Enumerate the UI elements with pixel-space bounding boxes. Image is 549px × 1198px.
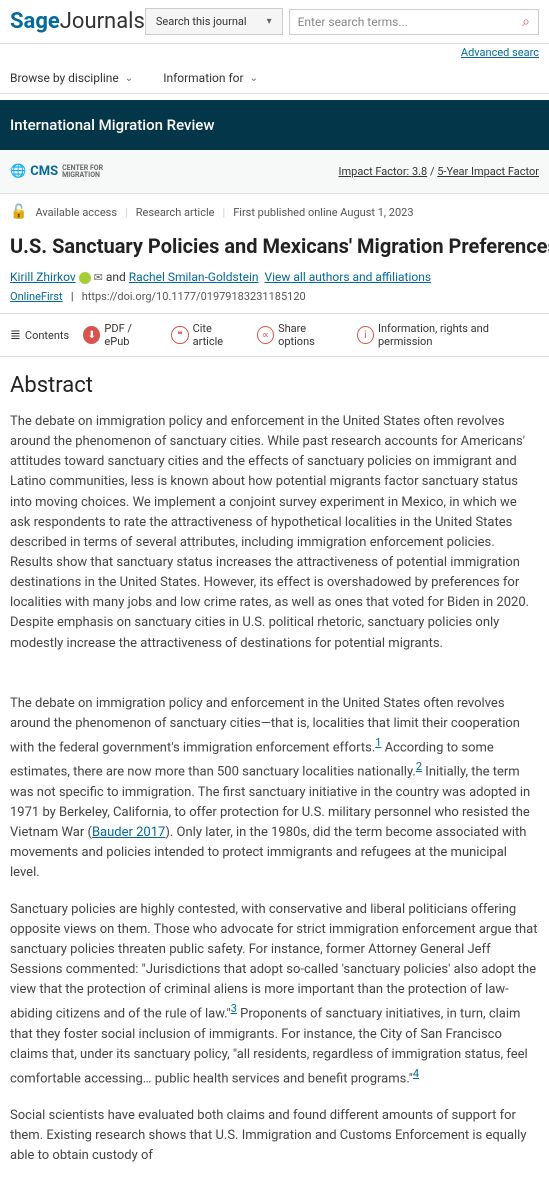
globe-icon: 🌐	[10, 164, 26, 179]
onlinefirst-link[interactable]: OnlineFirst	[10, 290, 63, 303]
mail-icon[interactable]: ✉	[94, 271, 103, 284]
download-icon: ⬇	[83, 326, 100, 344]
advanced-search-link[interactable]: Advanced searc	[461, 46, 539, 59]
cite-button[interactable]: ❝ Cite article	[171, 322, 242, 348]
search-placeholder: Enter search terms...	[298, 15, 408, 29]
search-scope-label: Search this journal	[156, 15, 247, 28]
pub-date: First published online August 1, 2023	[233, 206, 413, 219]
pdf-button[interactable]: ⬇ PDF / ePub	[83, 322, 157, 348]
nav-browse[interactable]: Browse by discipline ⌄	[10, 71, 133, 85]
impact-factor: Impact Factor: 3.8 / 5-Year Impact Facto…	[339, 165, 539, 178]
nav-information[interactable]: Information for ⌄	[163, 71, 258, 85]
author-link-2[interactable]: Rachel Smilan-Goldstein	[129, 270, 259, 284]
share-icon: ∝	[257, 326, 274, 344]
logo-sage: Sage	[10, 9, 60, 34]
orcid-icon[interactable]	[79, 272, 91, 284]
chevron-down-icon: ⌄	[125, 73, 133, 84]
cms-logo[interactable]: 🌐 CMS CENTER FORMIGRATION	[10, 164, 103, 179]
search-scope-dropdown[interactable]: Search this journal ▾	[145, 8, 283, 35]
doi: https://doi.org/10.1177/0197918323118512…	[82, 290, 306, 303]
impact-link[interactable]: Impact Factor: 3.8	[339, 165, 428, 178]
search-input[interactable]: Enter search terms... ⌕	[289, 9, 539, 35]
info-icon: i	[357, 326, 374, 344]
access-label: Available access	[35, 206, 117, 219]
author-link-1[interactable]: Kirill Zhirkov	[10, 270, 76, 284]
abstract-heading: Abstract	[10, 373, 539, 398]
body-p2: Sanctuary policies are highly contested,…	[10, 900, 539, 1090]
unlock-icon: 🔓	[10, 204, 27, 220]
quote-icon: ❝	[171, 326, 188, 344]
chevron-down-icon: ▾	[267, 16, 272, 27]
authors-line: Kirill Zhirkov ✉ and Rachel Smilan-Golds…	[0, 268, 549, 286]
list-icon: ≣	[10, 328, 21, 343]
logo-journals: Journals	[60, 9, 145, 34]
body-p3: Social scientists have evaluated both cl…	[10, 1106, 539, 1166]
chevron-down-icon: ⌄	[250, 73, 258, 84]
info-button[interactable]: i Information, rights and permission	[357, 322, 539, 348]
logo[interactable]: SageJournals	[10, 9, 145, 34]
journal-banner[interactable]: International Migration Review	[0, 100, 549, 150]
footnote-4[interactable]: 4	[413, 1067, 419, 1080]
body-p1: The debate on immigration policy and enf…	[10, 694, 539, 884]
contents-button[interactable]: ≣ Contents	[10, 328, 69, 343]
impact-5y-link[interactable]: 5-Year Impact Factor	[437, 165, 539, 178]
search-icon[interactable]: ⌕	[522, 14, 530, 30]
article-title: U.S. Sanctuary Policies and Mexicans' Mi…	[0, 230, 549, 268]
article-type: Research article	[136, 206, 215, 219]
ref-bauder[interactable]: Bauder 2017	[92, 825, 165, 840]
share-button[interactable]: ∝ Share options	[257, 322, 343, 348]
abstract-text: The debate on immigration policy and enf…	[10, 412, 539, 654]
view-all-authors-link[interactable]: View all authors and affiliations	[264, 270, 431, 284]
